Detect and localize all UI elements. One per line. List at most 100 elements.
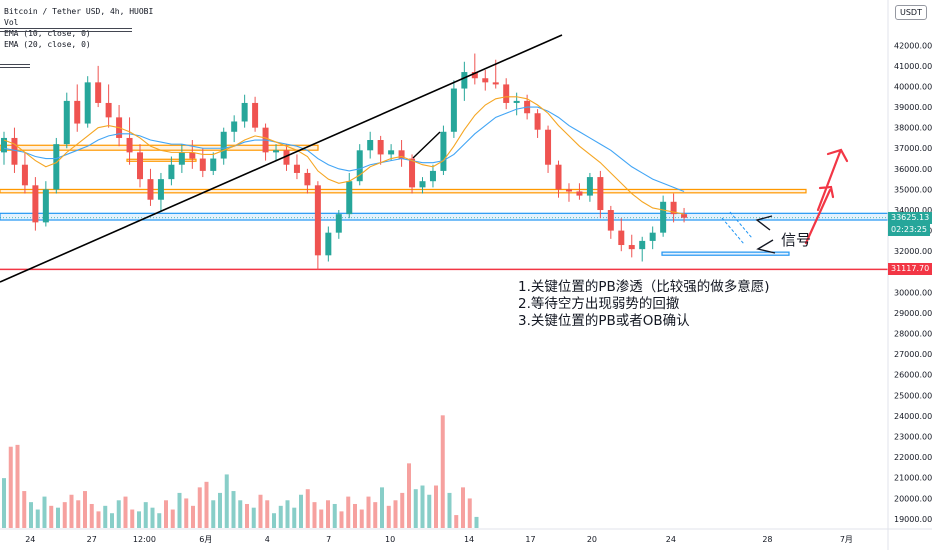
legend-underline-short [0,64,30,68]
candle-body [597,177,604,211]
volume-bar [447,492,452,528]
time-tick-label: 12:00 [133,535,156,544]
symbol-title: Bitcoin / Tether USD, 4h, HUOBI [4,7,154,16]
time-tick-label: 20 [587,535,597,544]
volume-bar [231,491,236,528]
candle-body [157,179,164,200]
volume-bar [177,492,182,528]
volume-bar [265,500,270,528]
current-price-tag: 33625.13 [888,211,932,224]
price-tick-label: 26000.00 [894,371,932,380]
candle-body [126,137,133,153]
volume-bar [332,503,337,528]
volume-bar [218,492,222,528]
volume-bar [110,513,114,528]
price-tick-label: 25000.00 [894,391,932,400]
candle-body [482,78,489,83]
volume-bar [326,500,330,528]
candle-body [74,100,81,124]
volume-bar [197,487,202,528]
candle-body [137,152,144,180]
time-tick-label: 10 [385,535,395,544]
volume-bar [204,481,209,528]
candle-body [63,100,70,145]
time-tick-label: 28 [762,535,772,544]
volume-bar [69,494,74,528]
price-tick-label: 30000.00 [894,288,932,297]
note-3: 3.关键位置的PB或者OB确认 [518,313,690,329]
candle-body [32,185,39,223]
candle-body [660,201,667,233]
volume-bar [251,507,256,528]
countdown-tag: 02:23:25 [888,223,930,236]
price-tick-label: 19000.00 [894,515,932,524]
volume-bar [400,492,405,528]
candlesticks [1,53,688,270]
ema10-label: EMA (10, close, 0) [4,29,91,38]
volume-bar [427,494,432,528]
price-tick-label: 38000.00 [894,124,932,133]
candle-body [409,158,416,188]
candle-body [335,214,342,233]
candle-body [325,232,332,256]
volume-bar [49,505,54,528]
orange-zone-upper [0,144,319,151]
volume-bar [461,487,465,528]
volume-bar [353,503,357,528]
candle-body [450,88,457,132]
drawings [0,34,849,283]
candle-body [241,102,248,122]
candle-body [304,172,311,186]
candle-body [367,140,374,151]
candle-body [440,131,447,171]
volume-bar [211,500,216,528]
candle-body [178,152,185,165]
volume-bar [278,505,283,528]
legend-underline [0,28,132,32]
volume-bar [123,496,128,528]
analysis-notes: 1.关键位置的PB渗透（比较强的做多意愿) 2.等待空方出现弱势的回撤 3.关键… [518,279,770,330]
volume-bar [386,505,391,528]
projection-lines [721,211,753,245]
volume-bar [62,502,67,528]
price-tick-label: 28000.00 [894,330,932,339]
time-tick-label: 24 [666,535,676,544]
volume-bar [15,444,20,528]
candle-body [273,150,280,153]
currency-selector[interactable]: USDT [895,5,927,20]
volume-bar [103,505,108,528]
time-axis: 24 27 12:00 6月 4 7 10 14 17 20 24 28 7月 [0,528,932,544]
volume-bar [238,500,243,528]
volume-bar [373,502,378,528]
candle-body [513,100,520,103]
volume-bar [467,498,472,528]
volume-bar [29,502,33,528]
volume-bar [137,511,141,528]
price-tick-label: 39000.00 [894,103,932,112]
candle-body [1,137,7,153]
candle-body [618,230,625,246]
candle-body [314,185,321,256]
candle-body [388,150,395,155]
volume-bar [130,509,135,528]
candle-body [429,170,436,182]
candle-body [84,82,91,124]
volume-bar [359,509,364,528]
price-tick-label: 29000.00 [894,309,932,318]
candle-body [398,150,405,159]
volume-bar [366,496,371,528]
volume-bar [150,507,155,528]
time-tick-label: 24 [25,535,35,544]
price-tick-label: 34000.00 [894,206,932,215]
volume-bar [96,511,101,528]
candle-body [607,210,614,231]
candle-body [555,164,562,190]
price-axis: 42000.00 41000.00 40000.00 39000.00 38000.00… [887,0,932,550]
candle-body [649,232,656,241]
volume-bar [319,509,324,528]
volume-bar [143,502,148,528]
candle-body [147,179,154,200]
orange-zone-mid [126,158,197,162]
candle-body [503,84,510,103]
